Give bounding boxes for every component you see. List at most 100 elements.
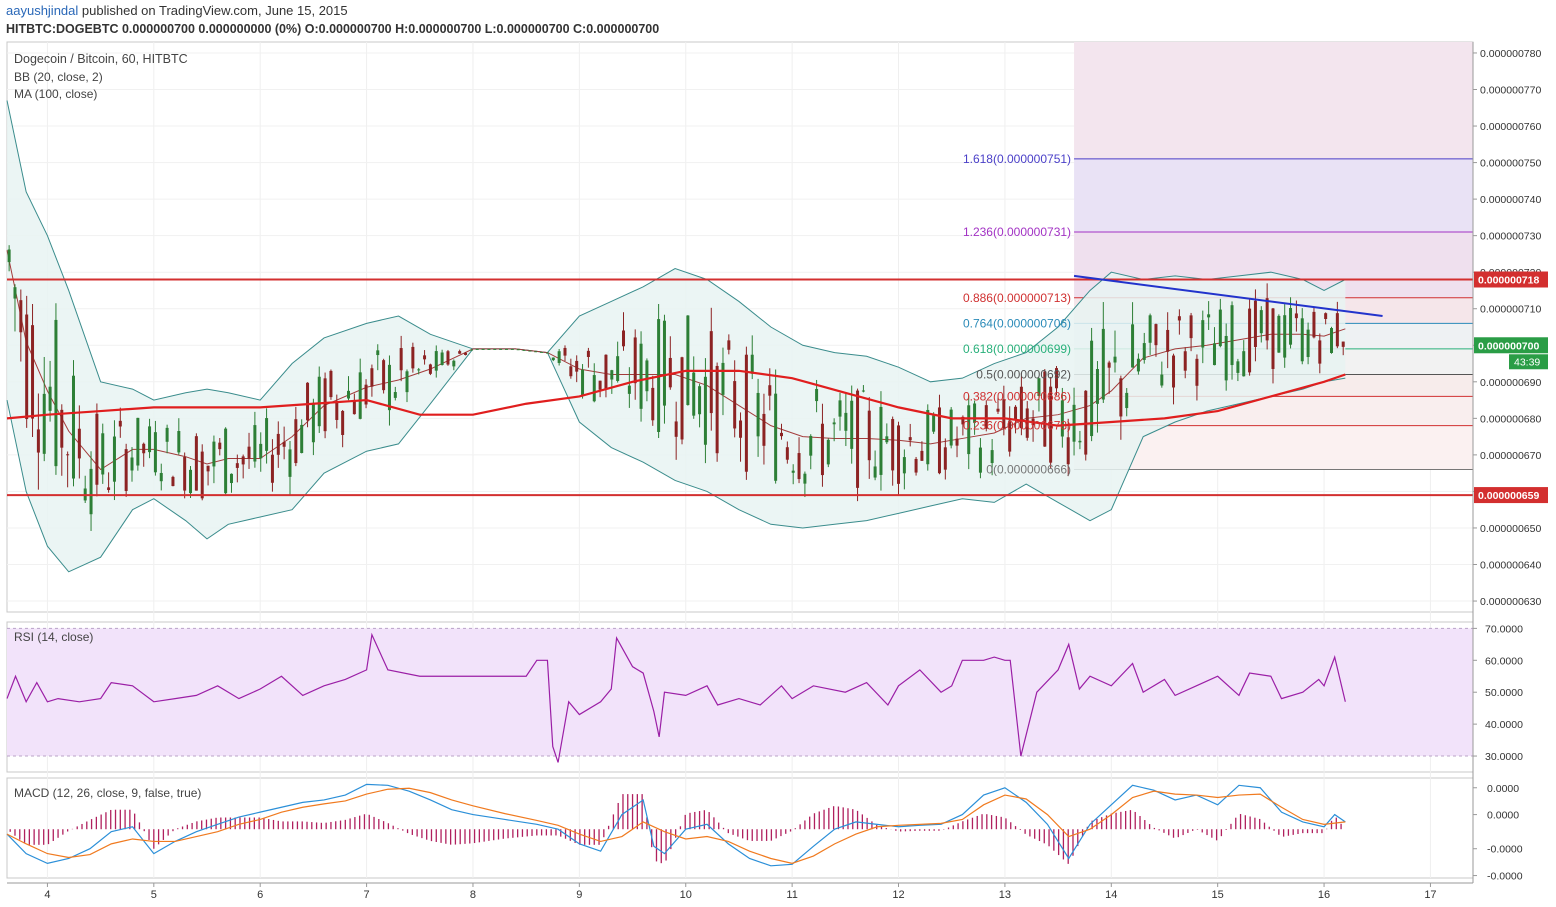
candle-body — [768, 385, 772, 396]
macd-legend[interactable]: MACD (12, 26, close, 9, false, true) — [14, 786, 202, 800]
candle-body — [31, 325, 35, 419]
candle-body — [604, 354, 608, 389]
symbol-legend[interactable]: Dogecoin / Bitcoin, 60, HITBTC — [14, 52, 188, 66]
candle-body — [235, 463, 239, 468]
rsi-legend[interactable]: RSI (14, close) — [14, 630, 94, 644]
candle-body — [212, 441, 216, 467]
candle-body — [633, 337, 637, 384]
y-tick-label: 0.000000690 — [1480, 377, 1541, 389]
candle-body — [142, 443, 146, 454]
candle-body — [551, 357, 555, 361]
candle-body — [522, 349, 526, 351]
candle-body — [1025, 408, 1029, 438]
candle-body — [200, 451, 204, 499]
ma-legend[interactable]: MA (100, close) — [14, 87, 98, 101]
candle-body — [1008, 420, 1012, 452]
candle-body — [253, 425, 257, 462]
candle-body — [270, 454, 274, 483]
candle-body — [926, 409, 930, 465]
candle-body — [265, 418, 269, 451]
candle-body — [703, 376, 707, 445]
candle-body — [458, 351, 462, 354]
x-tick-label: 6 — [257, 889, 263, 901]
ma-line — [6, 369, 1346, 427]
candle-body — [1253, 300, 1257, 347]
candle-body — [1218, 309, 1222, 347]
candle-body — [1107, 362, 1111, 368]
x-tick-label: 12 — [892, 889, 904, 901]
y-tick-label: 0.000000680 — [1480, 413, 1541, 425]
candle-body — [1224, 335, 1228, 381]
candle-body — [229, 473, 233, 484]
candle-body — [1283, 315, 1287, 358]
y-tick-label: 0.000000750 — [1480, 158, 1541, 170]
candle-body — [89, 468, 93, 515]
candle-body — [1101, 328, 1105, 400]
candle-body — [692, 372, 696, 416]
x-tick-label: 14 — [1105, 889, 1117, 901]
candle-body — [7, 249, 11, 263]
candle-body — [317, 376, 321, 427]
y-tick-label: 0.000000710 — [1480, 304, 1541, 316]
candle-body — [300, 424, 304, 454]
candle-body — [610, 370, 614, 380]
bb-legend[interactable]: BB (20, close, 2) — [14, 70, 103, 84]
candle-body — [71, 375, 75, 479]
candle-body — [867, 410, 871, 461]
candle-body — [528, 350, 532, 352]
candle-body — [779, 432, 783, 437]
candle-body — [668, 357, 672, 388]
candle-body — [124, 449, 128, 491]
candle-body — [1242, 351, 1246, 377]
price-label: 0.000000659 — [1478, 490, 1539, 502]
candle-body — [1054, 368, 1058, 389]
macd-y-tick-label: 0.0000 — [1487, 810, 1519, 822]
candle-body — [101, 433, 105, 475]
candle-body — [1019, 386, 1023, 429]
x-tick-label: 9 — [576, 889, 582, 901]
candle-body — [42, 393, 46, 454]
fib-level-label: 0.886(0.000000713) — [963, 291, 1071, 305]
candle-body — [452, 360, 456, 367]
candle-body — [897, 425, 901, 484]
candle-body — [1060, 400, 1064, 437]
y-tick-label: 0.000000780 — [1480, 48, 1541, 60]
author-link[interactable]: aayushjindal — [6, 3, 79, 18]
x-tick-label: 10 — [680, 889, 692, 901]
candle-body — [335, 401, 339, 420]
candle-body — [1166, 329, 1170, 352]
candle-body — [165, 427, 169, 442]
bb-fill — [7, 100, 1346, 572]
candle-body — [341, 410, 345, 435]
candle-body — [1230, 305, 1234, 366]
candle-body — [586, 350, 590, 357]
candle-body — [1312, 311, 1316, 338]
trendline — [1073, 274, 1383, 318]
candle-body — [1113, 356, 1117, 363]
fib-level-label: 0.5(0.000000692) — [976, 368, 1071, 382]
candle-body — [1341, 341, 1345, 347]
candle-body — [475, 348, 479, 350]
countdown-box — [1509, 354, 1548, 370]
candle-body — [756, 392, 760, 437]
candle-body — [276, 433, 280, 455]
candle-body — [850, 400, 854, 449]
y-tick-label: 0.000000730 — [1480, 231, 1541, 243]
candle-body — [218, 442, 222, 450]
fib-level-label: 1.236(0.000000731) — [963, 225, 1071, 239]
x-tick-label: 15 — [1212, 889, 1224, 901]
candle-body — [399, 348, 403, 371]
candle-body — [329, 370, 333, 398]
candle-body — [540, 351, 544, 353]
candle-body — [932, 415, 936, 432]
candle-body — [423, 355, 427, 360]
candle-body — [902, 457, 906, 474]
rsi-y-tick-label: 40.0000 — [1485, 719, 1523, 731]
candle-body — [873, 466, 877, 478]
candle-body — [674, 421, 678, 437]
candle-body — [803, 473, 807, 484]
candle-body — [645, 360, 649, 392]
publish-info: aayushjindal published on TradingView.co… — [6, 3, 348, 18]
candle-body — [481, 348, 485, 350]
